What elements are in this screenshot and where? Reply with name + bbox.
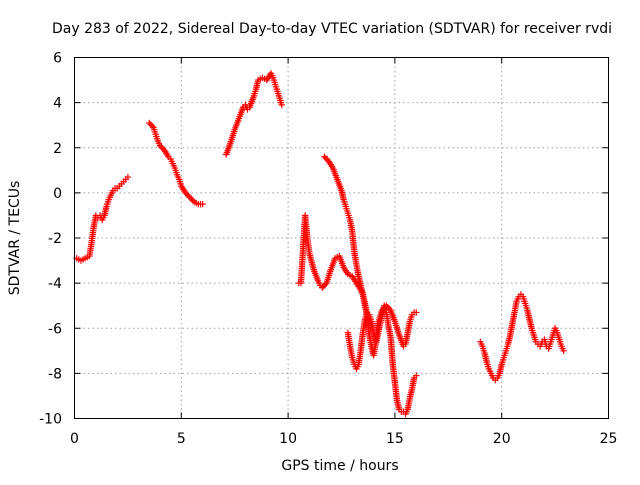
data-point: [386, 305, 393, 312]
y-tick-label: -6: [48, 321, 62, 337]
x-tick-label: 5: [177, 431, 186, 447]
data-point: [147, 121, 154, 128]
y-tick-label: 4: [53, 96, 62, 112]
y-tick-label: 6: [53, 51, 62, 67]
y-tick-label: -4: [48, 276, 62, 292]
data-point: [189, 197, 196, 204]
y-tick-label: -2: [48, 231, 62, 247]
data-point: [380, 305, 387, 312]
data-point: [185, 192, 192, 200]
data-point: [146, 119, 153, 127]
data-point: [182, 189, 189, 197]
data-point: [183, 191, 191, 198]
chart-title: Day 283 of 2022, Sidereal Day-to-day VTE…: [52, 21, 612, 37]
data-point: [199, 200, 206, 208]
x-tick-label: 25: [600, 431, 618, 447]
data-point: [378, 307, 386, 314]
y-tick-label: 2: [53, 141, 62, 157]
data-point: [188, 195, 195, 203]
data-point: [124, 173, 132, 181]
x-axis-label: GPS time / hours: [281, 458, 398, 474]
data-point: [320, 282, 327, 290]
data-points: [73, 70, 567, 418]
data-point: [278, 101, 285, 109]
x-tick-label: 0: [70, 431, 79, 447]
data-point: [413, 309, 420, 316]
axis-ticks: [74, 57, 609, 419]
data-point: [383, 302, 390, 309]
data-point: [321, 281, 329, 288]
data-point: [384, 303, 391, 311]
data-point: [560, 347, 567, 355]
y-axis-label: SDTVAR / TECUs: [7, 181, 23, 296]
grid-lines: [74, 57, 609, 419]
data-point: [322, 155, 330, 162]
y-tick-label: -10: [39, 412, 62, 428]
data-point: [148, 122, 156, 130]
data-point: [156, 142, 164, 149]
data-point: [413, 372, 420, 379]
x-tick-label: 10: [279, 431, 297, 447]
data-point: [319, 284, 326, 291]
y-tick-label: -8: [48, 366, 62, 382]
data-point: [186, 194, 194, 201]
data-point: [158, 143, 165, 151]
x-tick-label: 20: [493, 431, 511, 447]
x-tick-label: 15: [386, 431, 404, 447]
data-point: [321, 153, 328, 160]
y-tick-label: 0: [53, 186, 62, 202]
tick-labels: 0 5 10 15 20 25 -10 -8 -6 -4 -2 0 2 4 6: [39, 51, 617, 448]
